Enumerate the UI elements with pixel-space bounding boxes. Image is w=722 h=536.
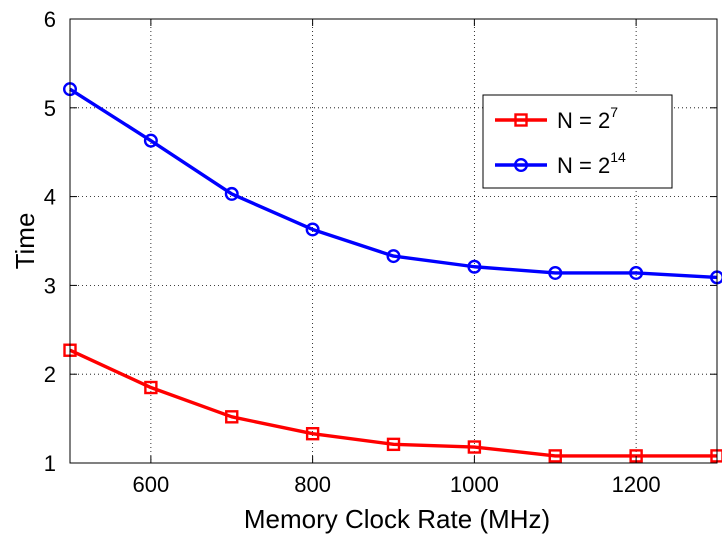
y-tick-label: 3 (44, 273, 56, 298)
data-point (305, 222, 320, 237)
x-tick-label: 1000 (450, 472, 499, 497)
legend-label-exponent: 14 (610, 149, 626, 165)
data-point (629, 265, 644, 280)
y-tick-label: 5 (44, 96, 56, 121)
y-axis-title: Time (10, 213, 40, 270)
plot-frame (69, 18, 718, 464)
data-point (143, 133, 158, 148)
x-tick-label: 600 (133, 472, 170, 497)
data-point (305, 426, 320, 441)
x-tick-label: 800 (294, 472, 331, 497)
legend-label: N = 27 (557, 104, 618, 133)
data-point (144, 380, 158, 395)
legend: N = 27N = 214 (482, 94, 673, 189)
y-tick-label: 1 (44, 451, 56, 476)
series-1 (63, 343, 722, 463)
tick-labels: 600 800 1000 1200 1 2 3 4 5 6 (44, 7, 661, 497)
data-point (224, 186, 239, 201)
legend-label-exponent: 7 (610, 104, 618, 120)
series-line (69, 87, 718, 280)
y-tick-label: 4 (44, 185, 56, 210)
data-point (548, 449, 562, 463)
data-point (386, 437, 401, 452)
data-point (467, 259, 482, 274)
legend-marker (514, 113, 528, 127)
data-point (467, 440, 482, 454)
y-tick-label: 2 (44, 362, 56, 387)
y-tick-label: 6 (44, 7, 56, 32)
grid (70, 19, 717, 463)
legend-marker (514, 157, 529, 172)
x-axis-title: Memory Clock Rate (MHz) (244, 504, 550, 534)
x-tick-label: 1200 (612, 472, 661, 497)
data-point (548, 265, 563, 280)
series-line (69, 348, 717, 458)
legend-item-1: N = 27 (495, 104, 618, 133)
legend-box (482, 94, 673, 189)
data-point (386, 249, 401, 264)
series-2 (62, 82, 722, 285)
axes (69, 18, 718, 464)
data-point (225, 410, 239, 424)
